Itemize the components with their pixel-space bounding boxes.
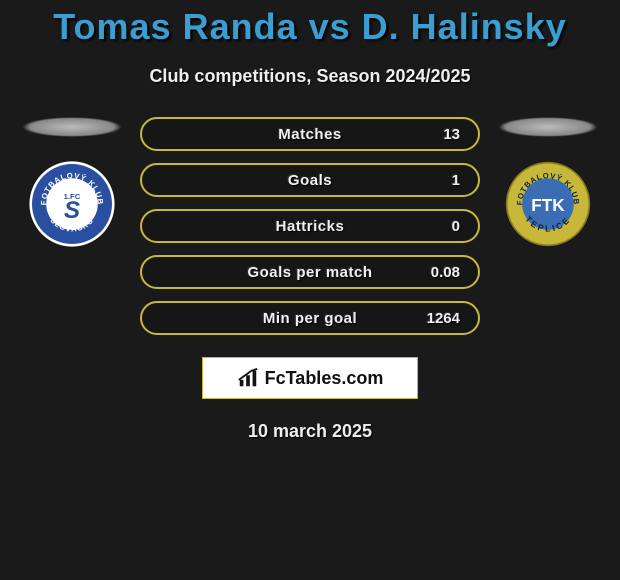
brand-text: FcTables.com [265,368,384,389]
stat-label: Matches [142,126,478,143]
stat-label: Goals per match [142,264,478,281]
right-club-logo: FOTBALOVÝ KLUB TEPLICE FTK [505,161,591,247]
stat-label: Hattricks [142,218,478,235]
player-silhouette-placeholder [22,117,122,137]
svg-text:S: S [64,197,80,224]
comparison-panel: FOTBALOVÝ KLUB SLOVÁCKO 1.FC S Matches 1… [0,117,620,335]
left-player-column: FOTBALOVÝ KLUB SLOVÁCKO 1.FC S [22,117,122,247]
stat-value-right: 1264 [427,310,460,327]
stats-list: Matches 13 Goals 1 Hattricks 0 Goals per… [140,117,480,335]
stat-row-min-per-goal: Min per goal 1264 [140,301,480,335]
slovacko-logo-icon: FOTBALOVÝ KLUB SLOVÁCKO 1.FC S [29,161,115,247]
svg-text:FTK: FTK [531,195,565,215]
fctables-watermark: FcTables.com [202,357,418,399]
comparison-date: 10 march 2025 [0,421,620,442]
teplice-logo-icon: FOTBALOVÝ KLUB TEPLICE FTK [505,161,591,247]
stat-row-matches: Matches 13 [140,117,480,151]
player-silhouette-placeholder [498,117,598,137]
stat-row-goals: Goals 1 [140,163,480,197]
right-player-column: FOTBALOVÝ KLUB TEPLICE FTK [498,117,598,247]
stat-value-right: 0 [452,218,460,235]
chart-icon [237,367,259,389]
stat-row-goals-per-match: Goals per match 0.08 [140,255,480,289]
page-title: Tomas Randa vs D. Halinsky [0,0,620,48]
page-subtitle: Club competitions, Season 2024/2025 [0,66,620,87]
left-club-logo: FOTBALOVÝ KLUB SLOVÁCKO 1.FC S [29,161,115,247]
stat-value-right: 1 [452,172,460,189]
stat-value-right: 13 [443,126,460,143]
stat-label: Goals [142,172,478,189]
stat-row-hattricks: Hattricks 0 [140,209,480,243]
stat-value-right: 0.08 [431,264,460,281]
